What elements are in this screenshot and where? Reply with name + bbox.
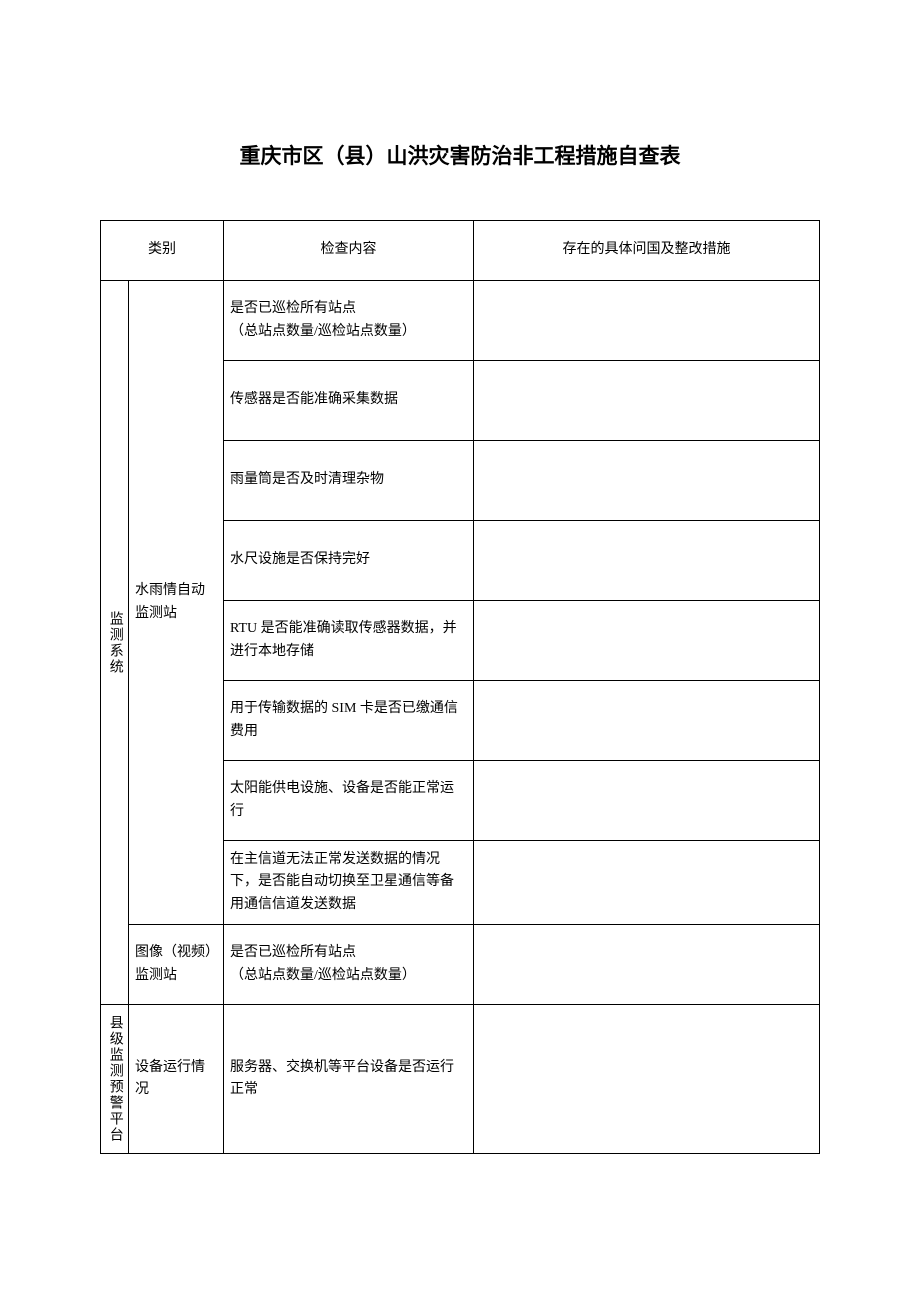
category-sub-1-1: 水雨情自动监测站 (129, 281, 224, 925)
content-cell: 太阳能供电设施、设备是否能正常运行 (224, 761, 474, 841)
content-cell: 是否已巡检所有站点（总站点数量/巡检站点数量） (224, 925, 474, 1005)
issues-cell (474, 681, 820, 761)
issues-cell (474, 925, 820, 1005)
issues-cell (474, 361, 820, 441)
table-row: 监测系统 水雨情自动监测站 是否已巡检所有站点（总站点数量/巡检站点数量） (101, 281, 820, 361)
issues-cell (474, 441, 820, 521)
content-cell: 服务器、交换机等平台设备是否运行正常 (224, 1005, 474, 1154)
header-category: 类别 (101, 221, 224, 281)
issues-cell (474, 761, 820, 841)
issues-cell (474, 521, 820, 601)
page-title: 重庆市区（县）山洪灾害防治非工程措施自查表 (100, 140, 820, 170)
table-row: 县级监测预警平台 设备运行情况 服务器、交换机等平台设备是否运行正常 (101, 1005, 820, 1154)
self-check-table: 类别 检查内容 存在的具体问国及整改措施 监测系统 水雨情自动监测站 是否已巡检… (100, 220, 820, 1154)
content-cell: 水尺设施是否保持完好 (224, 521, 474, 601)
header-issues: 存在的具体问国及整改措施 (474, 221, 820, 281)
content-cell: 是否已巡检所有站点（总站点数量/巡检站点数量） (224, 281, 474, 361)
table-row: 图像（视频）监测站 是否已巡检所有站点（总站点数量/巡检站点数量） (101, 925, 820, 1005)
issues-cell (474, 601, 820, 681)
category-main-1: 监测系统 (101, 281, 129, 1005)
content-cell: 传感器是否能准确采集数据 (224, 361, 474, 441)
category-main-2: 县级监测预警平台 (101, 1005, 129, 1154)
content-cell: 用于传输数据的 SIM 卡是否已缴通信费用 (224, 681, 474, 761)
content-cell: 雨量筒是否及时清理杂物 (224, 441, 474, 521)
issues-cell (474, 1005, 820, 1154)
category-sub-1-2: 图像（视频）监测站 (129, 925, 224, 1005)
content-cell: RTU 是否能准确读取传感器数据，并进行本地存储 (224, 601, 474, 681)
issues-cell (474, 841, 820, 925)
header-content: 检查内容 (224, 221, 474, 281)
issues-cell (474, 281, 820, 361)
table-header-row: 类别 检查内容 存在的具体问国及整改措施 (101, 221, 820, 281)
content-cell: 在主信道无法正常发送数据的情况下，是否能自动切换至卫星通信等备用通信信道发送数据 (224, 841, 474, 925)
category-sub-2-1: 设备运行情况 (129, 1005, 224, 1154)
